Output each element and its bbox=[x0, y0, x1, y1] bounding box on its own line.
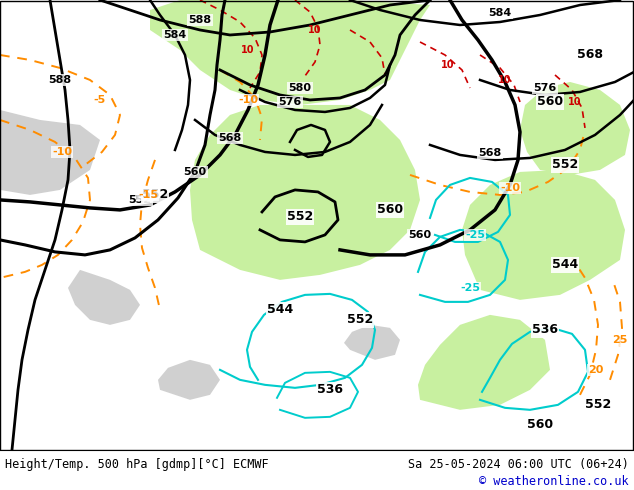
Polygon shape bbox=[158, 360, 220, 400]
Text: 552: 552 bbox=[347, 314, 373, 326]
Text: -10: -10 bbox=[500, 183, 520, 193]
Text: 584: 584 bbox=[164, 30, 186, 40]
Text: -10: -10 bbox=[52, 147, 72, 157]
Text: 552: 552 bbox=[142, 189, 168, 201]
Text: 10: 10 bbox=[242, 45, 255, 55]
Text: 10: 10 bbox=[498, 75, 512, 85]
Text: 584: 584 bbox=[488, 8, 512, 18]
Text: -25: -25 bbox=[465, 230, 485, 240]
Text: 568: 568 bbox=[218, 133, 242, 143]
Text: 576: 576 bbox=[278, 97, 302, 107]
Text: 10: 10 bbox=[568, 97, 582, 107]
Text: 560: 560 bbox=[537, 96, 563, 108]
Text: 568: 568 bbox=[479, 148, 501, 158]
Text: 568: 568 bbox=[577, 49, 603, 61]
Text: -15: -15 bbox=[138, 190, 158, 200]
Polygon shape bbox=[150, 0, 430, 105]
Text: -5: -5 bbox=[94, 95, 106, 105]
Polygon shape bbox=[344, 325, 400, 360]
Text: 576: 576 bbox=[533, 83, 557, 93]
Text: 560: 560 bbox=[183, 167, 207, 177]
Text: Height/Temp. 500 hPa [gdmp][°C] ECMWF: Height/Temp. 500 hPa [gdmp][°C] ECMWF bbox=[5, 458, 269, 471]
Text: 544: 544 bbox=[552, 258, 578, 271]
Text: 552: 552 bbox=[129, 195, 152, 205]
Text: 552: 552 bbox=[287, 210, 313, 223]
Polygon shape bbox=[190, 105, 420, 280]
Text: 544: 544 bbox=[267, 303, 293, 317]
Text: Sa 25-05-2024 06:00 UTC (06+24): Sa 25-05-2024 06:00 UTC (06+24) bbox=[408, 458, 629, 471]
Polygon shape bbox=[418, 315, 550, 410]
Text: 536: 536 bbox=[317, 383, 343, 396]
Text: 560: 560 bbox=[527, 418, 553, 431]
Text: 536: 536 bbox=[532, 323, 558, 336]
Text: 10: 10 bbox=[308, 25, 321, 35]
Text: 552: 552 bbox=[552, 158, 578, 172]
Text: -10: -10 bbox=[238, 95, 258, 105]
Text: 560: 560 bbox=[377, 203, 403, 217]
Text: © weatheronline.co.uk: © weatheronline.co.uk bbox=[479, 475, 629, 489]
Text: 552: 552 bbox=[585, 398, 611, 411]
Text: 560: 560 bbox=[408, 230, 432, 240]
Text: -25: -25 bbox=[460, 283, 480, 293]
Polygon shape bbox=[462, 170, 625, 300]
Text: 580: 580 bbox=[288, 83, 311, 93]
Polygon shape bbox=[0, 110, 100, 195]
Polygon shape bbox=[280, 15, 370, 65]
Text: 10: 10 bbox=[441, 60, 455, 70]
Text: 588: 588 bbox=[48, 75, 72, 85]
Text: 25: 25 bbox=[612, 335, 628, 345]
Polygon shape bbox=[68, 270, 140, 325]
Polygon shape bbox=[520, 82, 630, 175]
Text: 20: 20 bbox=[588, 365, 604, 375]
Text: 588: 588 bbox=[188, 15, 212, 25]
